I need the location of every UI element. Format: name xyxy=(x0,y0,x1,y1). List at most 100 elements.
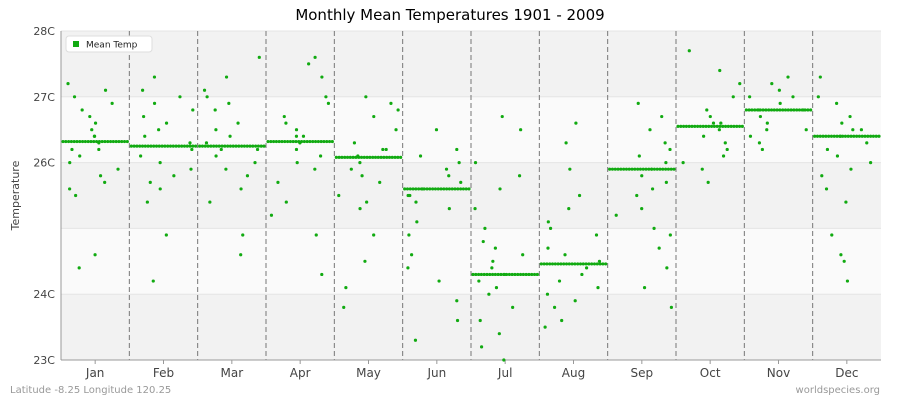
data-point-mode xyxy=(590,262,594,266)
data-point-mode xyxy=(302,139,306,144)
data-point-mode xyxy=(715,124,719,129)
data-point-mode xyxy=(806,108,810,112)
data-point xyxy=(705,108,709,112)
data-point xyxy=(640,207,644,211)
data-point-mode xyxy=(376,155,380,159)
data-point-mode xyxy=(242,144,247,148)
data-point-mode xyxy=(100,139,104,144)
data-point xyxy=(820,174,824,178)
data-point-mode xyxy=(562,262,566,266)
data-point-mode xyxy=(869,134,873,138)
data-point-mode xyxy=(459,187,463,191)
data-point xyxy=(560,318,564,323)
data-point xyxy=(408,193,412,198)
data-point-mode xyxy=(351,155,355,159)
data-point xyxy=(668,147,672,152)
data-point-mode xyxy=(655,167,659,171)
data-point-mode xyxy=(866,134,870,138)
data-point-mode xyxy=(83,139,87,144)
data-point-mode xyxy=(513,272,517,277)
legend-label: Mean Temp xyxy=(86,41,138,51)
data-point xyxy=(765,128,769,132)
data-point-mode xyxy=(359,155,364,159)
data-point-mode xyxy=(860,134,864,138)
data-point xyxy=(597,259,602,263)
data-point xyxy=(414,200,418,204)
data-point-mode xyxy=(467,187,471,191)
data-point-mode xyxy=(813,134,817,138)
data-point xyxy=(276,180,280,184)
data-point-mode xyxy=(490,272,495,277)
data-point-mode xyxy=(666,167,671,171)
data-point-mode xyxy=(313,139,318,144)
data-point xyxy=(228,134,232,138)
data-point-mode xyxy=(476,272,481,277)
data-point xyxy=(284,200,288,204)
data-point-mode xyxy=(775,108,779,112)
data-point-mode xyxy=(496,272,500,277)
data-point-mode xyxy=(781,108,785,112)
data-point xyxy=(191,108,195,112)
data-point xyxy=(665,266,669,270)
data-point-mode xyxy=(726,124,730,129)
data-point xyxy=(660,114,664,119)
data-point-mode xyxy=(371,155,375,159)
data-point-mode xyxy=(340,155,344,159)
data-point-mode xyxy=(764,108,768,112)
data-point-mode xyxy=(857,134,862,138)
data-point xyxy=(97,141,101,145)
data-point xyxy=(164,233,168,237)
data-point xyxy=(68,187,72,191)
data-point xyxy=(406,266,410,270)
data-point xyxy=(869,161,873,165)
data-point xyxy=(650,187,655,191)
data-point xyxy=(172,174,176,178)
data-point-mode xyxy=(619,167,623,171)
data-point-mode xyxy=(453,187,457,191)
data-point xyxy=(72,95,77,99)
data-point-mode xyxy=(405,187,410,191)
data-point xyxy=(255,147,260,152)
data-point xyxy=(511,305,515,309)
data-point-mode xyxy=(132,144,136,148)
data-point-mode xyxy=(271,139,276,144)
data-point xyxy=(337,193,341,198)
data-point-mode xyxy=(436,187,440,191)
data-point xyxy=(396,108,400,112)
data-point-mode xyxy=(103,139,107,144)
data-point xyxy=(711,121,716,125)
data-point-mode xyxy=(92,139,96,144)
data-point xyxy=(98,174,103,178)
data-point xyxy=(77,266,81,270)
data-point-mode xyxy=(217,144,221,148)
data-point xyxy=(546,220,550,224)
data-point xyxy=(543,325,547,329)
data-point xyxy=(389,101,393,105)
data-point xyxy=(143,134,147,138)
data-point xyxy=(477,279,481,283)
y-tick-label: 26C xyxy=(33,157,55,170)
data-point-mode xyxy=(194,144,198,148)
data-point-mode xyxy=(740,124,744,129)
data-point-mode xyxy=(729,124,733,129)
data-point xyxy=(342,305,346,309)
data-point-mode xyxy=(365,155,369,159)
legend-swatch xyxy=(73,41,79,47)
data-point-mode xyxy=(80,139,85,144)
data-point xyxy=(580,272,584,277)
data-point-mode xyxy=(545,262,549,266)
data-point xyxy=(652,226,656,230)
data-point xyxy=(839,253,843,257)
x-tick-label: Dec xyxy=(835,366,858,380)
data-point-mode xyxy=(334,155,338,159)
data-point xyxy=(158,161,162,165)
data-point-mode xyxy=(627,167,631,171)
data-point-mode xyxy=(368,155,372,159)
data-point-mode xyxy=(319,139,323,144)
data-point-mode xyxy=(843,134,848,138)
data-point-mode xyxy=(601,262,605,266)
data-point-mode xyxy=(737,124,742,129)
data-point xyxy=(786,75,790,79)
data-point-mode xyxy=(120,139,124,144)
y-tick-label: 23C xyxy=(33,354,55,367)
